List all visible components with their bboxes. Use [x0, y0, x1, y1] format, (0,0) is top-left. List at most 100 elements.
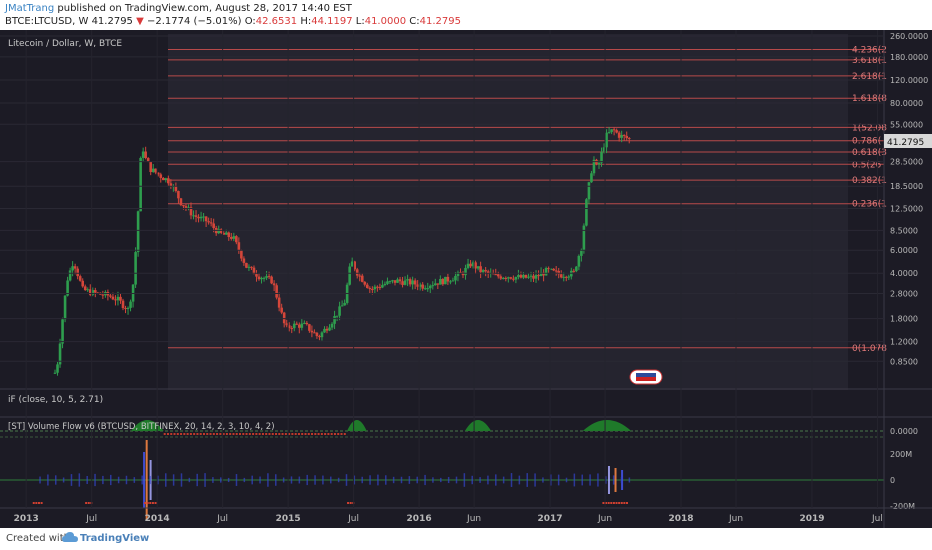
price-tick-label: 55.0000	[890, 120, 923, 129]
volume-spike	[614, 468, 617, 492]
candle-body	[88, 289, 92, 295]
if-negative-dot	[258, 433, 261, 435]
if-negative-dot	[239, 433, 242, 435]
high-value: 44.1197	[311, 16, 353, 27]
candle-body	[355, 269, 359, 276]
if-negative-dot	[180, 433, 183, 435]
candle-body	[272, 283, 276, 286]
if-negative-dot	[199, 433, 202, 435]
volume-signal-dot	[32, 502, 35, 504]
candle-body	[353, 261, 357, 270]
candle-body	[109, 295, 112, 297]
candle-body	[486, 271, 490, 274]
candle-body	[323, 328, 326, 333]
volume-signal-dot	[610, 502, 613, 504]
volume-bar	[369, 475, 371, 485]
volume-bar	[612, 475, 615, 485]
author-link[interactable]: JMatTrang	[5, 3, 55, 14]
candle-body	[393, 280, 397, 283]
chart-history-shade	[168, 34, 848, 390]
tradingview-cloud-icon[interactable]	[62, 531, 78, 545]
volume-bar	[251, 475, 253, 485]
time-tick-label: Jul	[871, 514, 883, 524]
price-tick-label: 18.5000	[890, 182, 923, 191]
volume-signal-dot	[146, 502, 149, 504]
fib-level-label: 0.618(3	[852, 148, 887, 158]
candle-body	[371, 289, 374, 291]
time-tick-label: 2013	[14, 514, 39, 524]
volume-bar	[267, 473, 269, 487]
candle-body	[610, 129, 613, 133]
chart-area[interactable]: 4.236(2 3.618(1 2.618(1 1.618(8 1(52.08 0.786…	[0, 30, 932, 528]
time-axis[interactable]: 2013 Jul 2014 Jul 2015 Jul 2016 Jun 2017 Jun 2018 J…	[14, 30, 883, 524]
price-axis[interactable]: 260.0000 180.0000 120.0000 80.0000 55.0000 28…	[0, 32, 928, 366]
candle-body	[159, 174, 163, 178]
if-negative-dot	[166, 433, 169, 435]
if-negative-dot	[189, 433, 192, 435]
candle-body	[423, 288, 427, 290]
volume-bar	[495, 474, 497, 486]
candle-body	[199, 216, 203, 219]
candle-body	[519, 275, 523, 278]
candle-body	[252, 267, 256, 275]
candle-body	[590, 173, 593, 183]
candle-body	[169, 183, 173, 187]
candle-body	[436, 283, 440, 285]
volume-bar	[526, 473, 528, 487]
candle-body	[197, 216, 200, 219]
candle-body	[124, 308, 127, 310]
if-negative-dot	[320, 433, 323, 435]
fib-level-label: 2.618(1	[852, 72, 887, 82]
volume-signal-dot	[607, 502, 610, 504]
volume-bar	[117, 476, 120, 484]
price-tick-label: 120.0000	[890, 76, 928, 85]
if-negative-dot	[343, 433, 346, 435]
candle-body	[340, 305, 344, 307]
open-value: 42.6531	[255, 16, 298, 27]
volume-bar	[330, 476, 332, 484]
volume-signal-dot	[623, 502, 626, 504]
published-text: published on TradingView.com, August 28,…	[57, 3, 352, 14]
candle-body	[343, 302, 346, 306]
tradingview-brand[interactable]: TradingView	[80, 533, 150, 544]
if-negative-dot	[317, 433, 320, 435]
if-negative-dot	[225, 433, 228, 435]
candle-body	[76, 268, 79, 277]
if-positive-hump	[347, 420, 367, 431]
volume-bar	[70, 474, 73, 486]
candle-body	[275, 285, 278, 298]
candle-body	[597, 162, 601, 165]
if-negative-dot	[212, 433, 215, 435]
chart-svg[interactable]: 4.236(23.618(1 2.618(1 1.618(8 1(52.08 0.786…	[0, 30, 932, 528]
candle-body	[235, 236, 238, 243]
candle-body	[156, 172, 160, 175]
candle-body	[174, 186, 178, 192]
candle-body	[257, 276, 261, 280]
candle-body	[295, 323, 299, 325]
price-tick-label: 1.8000	[890, 315, 918, 324]
candle-body	[308, 324, 311, 331]
volume-bar	[78, 473, 81, 487]
volume-bar	[589, 474, 591, 486]
time-tick-label: Jun	[466, 514, 481, 524]
if-negative-dot	[216, 433, 219, 435]
fib-level-label: 0.236(1	[852, 200, 887, 210]
volume-bar	[157, 475, 159, 485]
volume-bar	[62, 477, 65, 483]
candle-body	[461, 272, 465, 276]
candle-body	[101, 294, 105, 296]
candle-body	[224, 232, 228, 235]
volume-bar	[440, 477, 442, 483]
if-negative-dot	[291, 433, 294, 435]
candle-body	[300, 323, 304, 328]
if-negative-dot	[222, 433, 225, 435]
candle-body	[310, 330, 314, 333]
if-negative-dot	[229, 433, 232, 435]
price-tick-label: 80.0000	[890, 99, 923, 108]
flag-icon[interactable]	[629, 369, 663, 385]
volume-bar	[518, 475, 521, 485]
candle-body	[184, 206, 188, 208]
if-tick-label: 0.0000	[890, 427, 918, 436]
volume-signal-dot	[349, 502, 352, 504]
candle-body	[602, 147, 606, 152]
